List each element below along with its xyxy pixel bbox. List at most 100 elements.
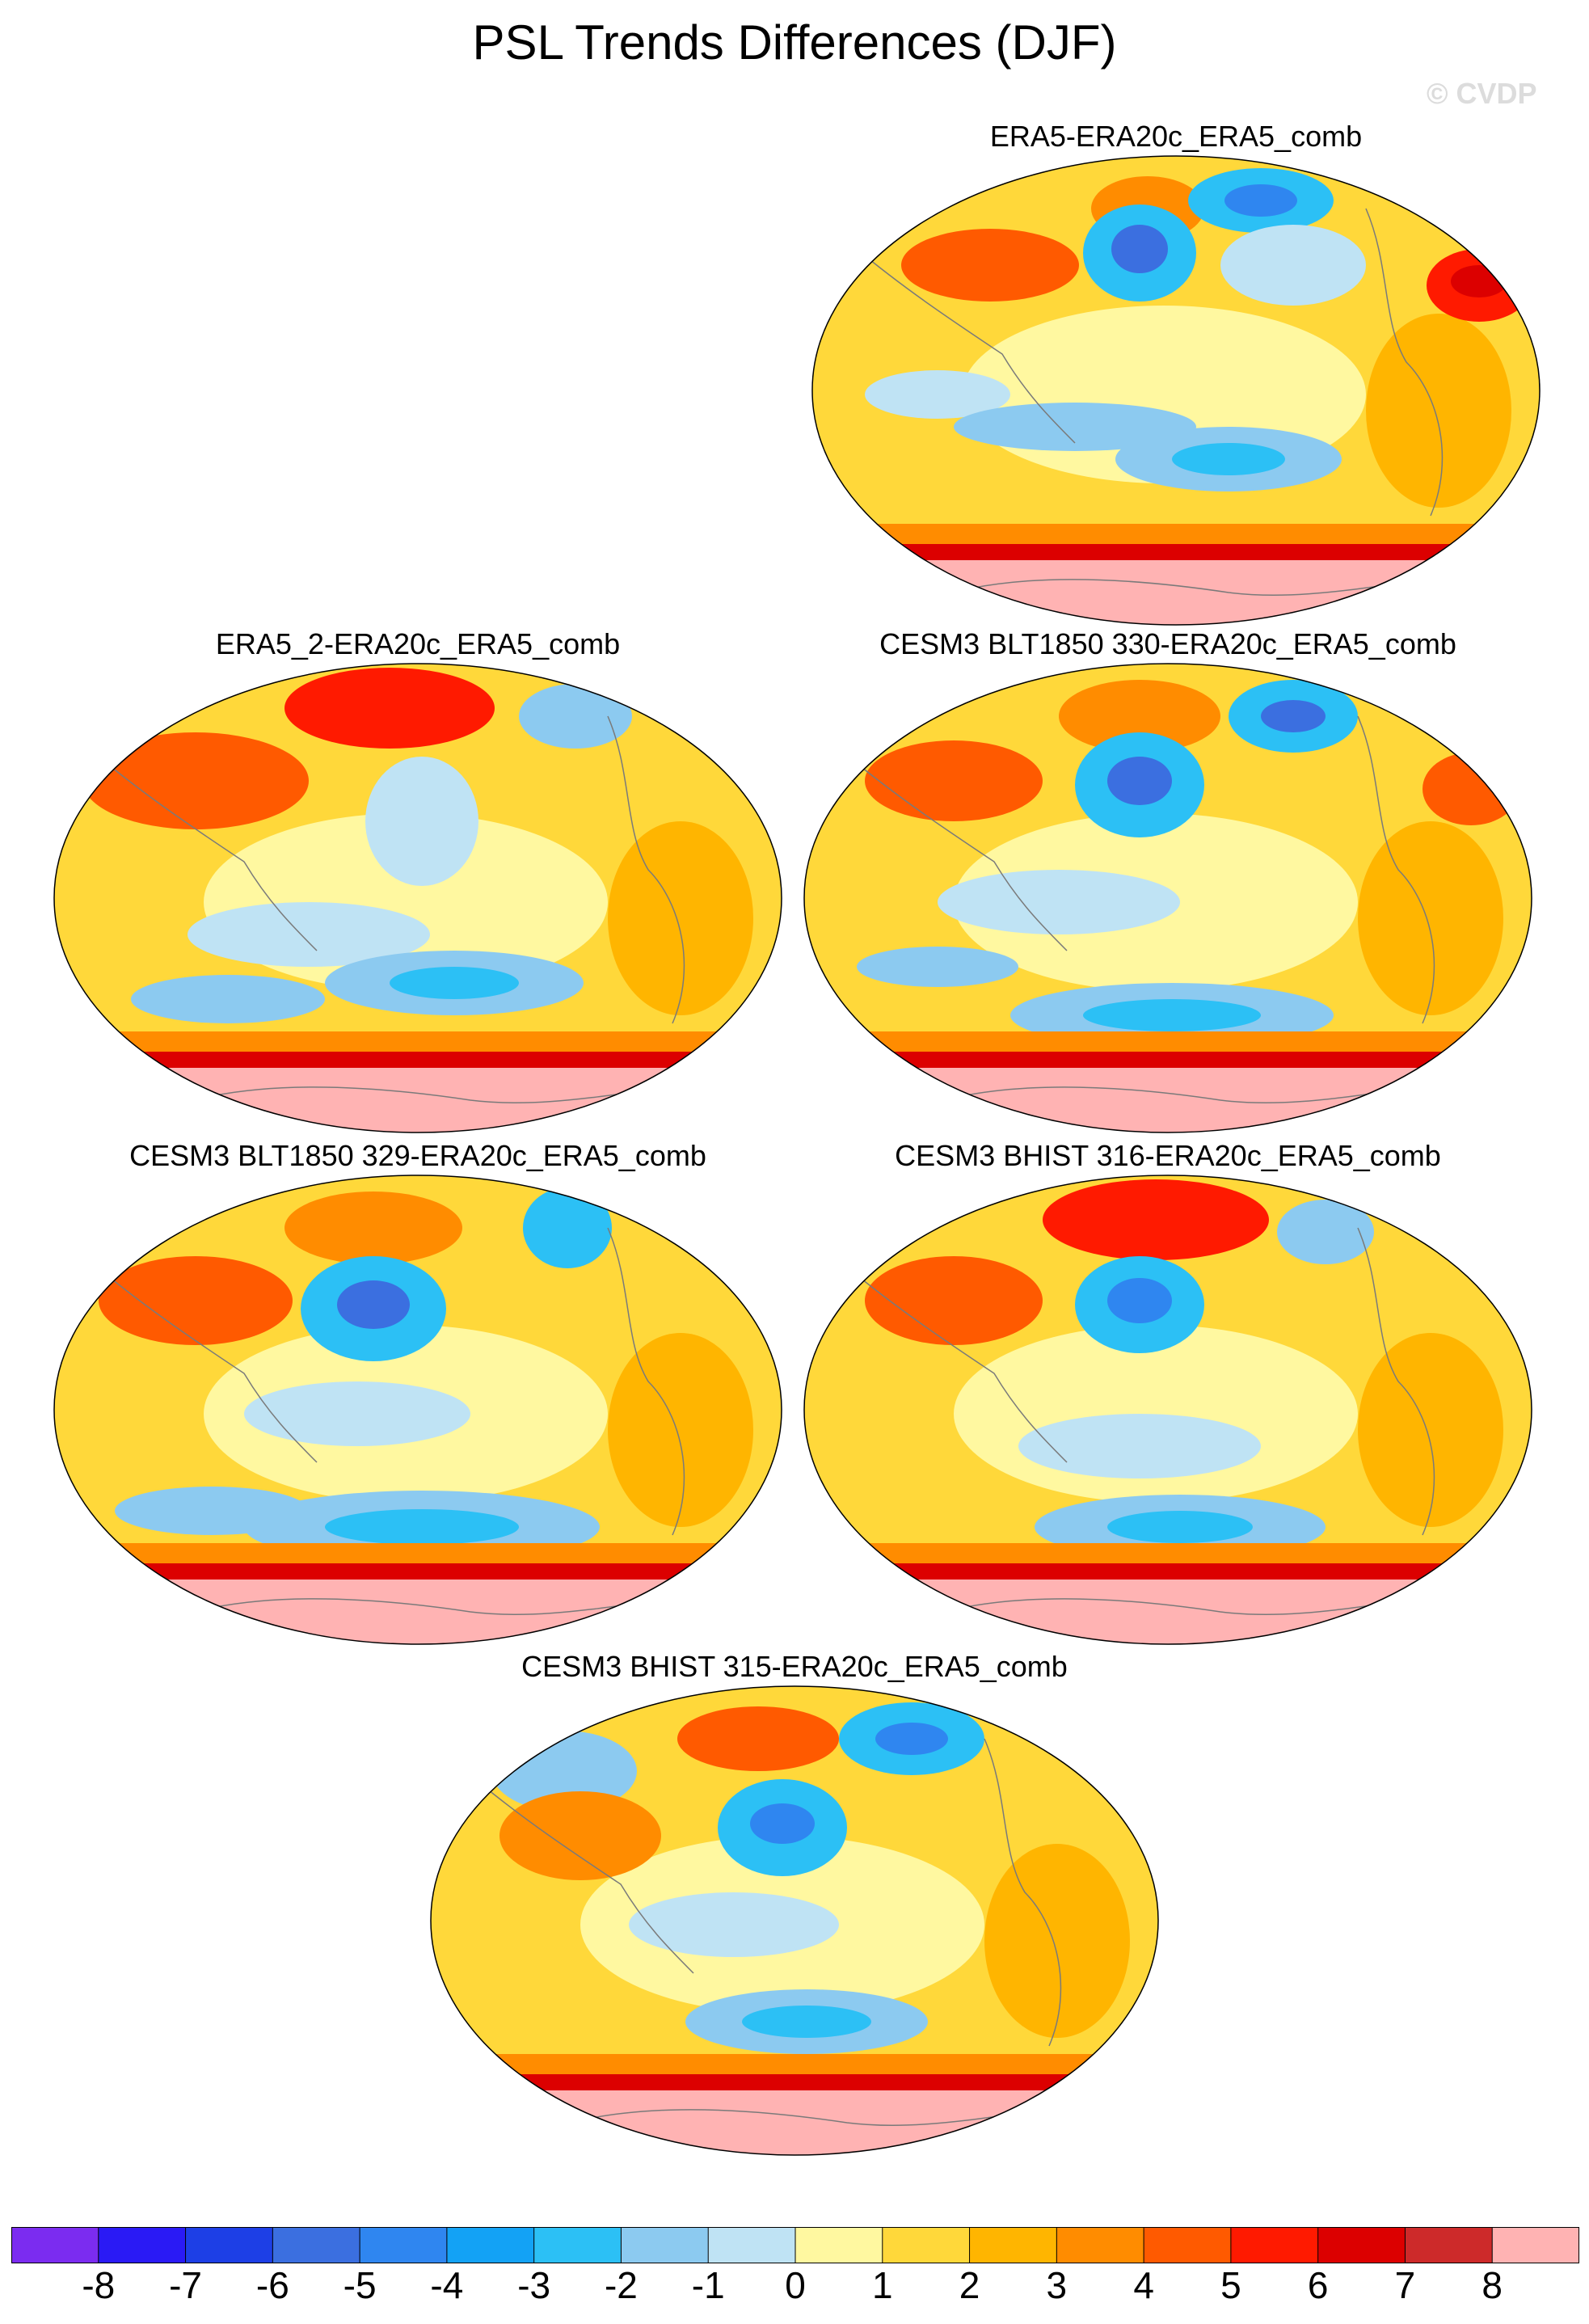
- colorbar-swatch: [708, 2227, 796, 2263]
- coastline: [98, 756, 318, 951]
- trend-contour: [1018, 1414, 1261, 1478]
- colorbar-swatch: [969, 2227, 1057, 2263]
- trend-contour: [1043, 1179, 1269, 1260]
- coastline: [961, 1598, 1415, 1616]
- colorbar-swatch: [98, 2227, 187, 2263]
- trend-contour: [1111, 225, 1168, 273]
- trend-contour: [804, 1068, 1532, 1132]
- trend-contour: [1451, 265, 1507, 297]
- trend-contour: [285, 1192, 462, 1264]
- panel-label: ERA5-ERA20c_ERA5_comb: [989, 120, 1363, 153]
- trend-contour: [1059, 680, 1220, 753]
- colorbar-tick-label: 2: [959, 2264, 980, 2306]
- trend-contour: [1358, 821, 1503, 1015]
- colorbar-tick-label: 1: [871, 2264, 893, 2306]
- trend-map: [803, 1175, 1532, 1645]
- colorbar-swatch: [1317, 2227, 1406, 2263]
- trend-contour: [1261, 700, 1326, 732]
- map-panel-bhist-316: CESM3 BHIST 316-ERA20c_ERA5_comb: [800, 1139, 1536, 1656]
- trend-contour: [131, 975, 325, 1023]
- trend-contour: [1083, 999, 1261, 1031]
- trend-contour: [431, 2090, 1158, 2155]
- coastline: [984, 1738, 1062, 2047]
- colorbar-swatch: [1144, 2227, 1232, 2263]
- coastline: [1357, 1227, 1435, 1536]
- coastline: [607, 715, 685, 1024]
- trend-contour: [742, 2006, 871, 2038]
- trend-contour: [677, 1706, 839, 1771]
- trend-contour: [629, 1892, 839, 1957]
- trend-map: [53, 663, 782, 1133]
- panel-label: CESM3 BLT1850 329-ERA20c_ERA5_comb: [129, 1139, 706, 1172]
- colorbar-swatch: [882, 2227, 971, 2263]
- colorbar-swatch: [185, 2227, 273, 2263]
- trend-contour: [188, 902, 430, 967]
- colorbar-swatch: [795, 2227, 883, 2263]
- trend-contour: [954, 403, 1196, 451]
- map-panel-blt1850-330: CESM3 BLT1850 330-ERA20c_ERA5_comb: [800, 627, 1536, 1145]
- trend-contour: [1107, 1511, 1253, 1543]
- trend-contour: [325, 1509, 519, 1545]
- colorbar-tick-label: -3: [517, 2264, 551, 2306]
- coastline: [211, 1086, 665, 1104]
- coastline: [607, 1227, 685, 1536]
- colorbar-tick-label: -8: [82, 2264, 116, 2306]
- coastline: [969, 579, 1423, 597]
- trend-contour: [499, 1791, 661, 1880]
- coastline: [961, 1086, 1415, 1104]
- map-outline: [803, 1175, 1532, 1645]
- map-outline: [811, 155, 1541, 626]
- map-panel-era5: ERA5-ERA20c_ERA5_comb: [808, 120, 1544, 637]
- trend-contour: [1172, 443, 1285, 475]
- trend-contour: [804, 1580, 1532, 1644]
- trend-contour: [608, 821, 753, 1015]
- colorbar-swatch: [533, 2227, 622, 2263]
- colorbar-swatch: [1492, 2227, 1579, 2263]
- panel-label: ERA5_2-ERA20c_ERA5_comb: [215, 627, 621, 660]
- coastline: [848, 1267, 1068, 1463]
- colorbar-swatch: [446, 2227, 535, 2263]
- trend-contour: [99, 1256, 293, 1345]
- trend-contour: [875, 1723, 948, 1755]
- trend-contour: [115, 1487, 309, 1535]
- colorbar-swatch: [621, 2227, 709, 2263]
- panel-label: CESM3 BLT1850 330-ERA20c_ERA5_comb: [879, 627, 1456, 660]
- coastline: [588, 2109, 1042, 2127]
- colorbar-tick-label: 5: [1220, 2264, 1241, 2306]
- trend-contour: [523, 1187, 612, 1268]
- trend-contour: [865, 370, 1010, 419]
- trend-contour: [865, 740, 1043, 821]
- trend-contour: [1107, 757, 1172, 805]
- map-panel-bhist-315: CESM3 BHIST 315-ERA20c_ERA5_comb: [427, 1650, 1162, 2167]
- colorbar-swatch: [360, 2227, 448, 2263]
- coastline: [474, 1778, 694, 1974]
- trend-map: [430, 1685, 1159, 2156]
- colorbar-swatch: [1230, 2227, 1319, 2263]
- trend-contour: [1358, 1333, 1503, 1527]
- colorbar-tick-label: -1: [691, 2264, 725, 2306]
- colorbar-swatch: [11, 2227, 99, 2263]
- trend-contour: [1277, 1200, 1374, 1264]
- colorbar-swatch: [1056, 2227, 1144, 2263]
- cvdp-watermark: © CVDP: [1427, 77, 1537, 110]
- colorbar-tick-label: 6: [1307, 2264, 1329, 2306]
- map-outline: [53, 1175, 782, 1645]
- colorbar-tick-label: 8: [1482, 2264, 1503, 2306]
- trend-map: [803, 663, 1532, 1133]
- trend-contour: [54, 1068, 782, 1132]
- trend-contour: [608, 1333, 753, 1527]
- trend-contour: [857, 947, 1018, 987]
- map-outline: [53, 663, 782, 1133]
- colorbar-tick-label: -4: [430, 2264, 464, 2306]
- colorbar-tick-labels: -8 -7 -6 -5 -4 -3 -2 -1 0 1 2 3 4 5 6 7 8: [0, 2263, 1589, 2312]
- trend-contour: [365, 757, 478, 886]
- trend-contour: [519, 684, 632, 749]
- trend-contour: [901, 229, 1079, 302]
- colorbar-tick-label: 7: [1394, 2264, 1416, 2306]
- trend-map: [811, 155, 1541, 626]
- trend-contour: [1224, 184, 1297, 217]
- colorbar: [11, 2227, 1579, 2263]
- figure-title: PSL Trends Differences (DJF): [472, 15, 1117, 70]
- colorbar-tick-label: -5: [343, 2264, 377, 2306]
- colorbar-tick-label: 3: [1046, 2264, 1068, 2306]
